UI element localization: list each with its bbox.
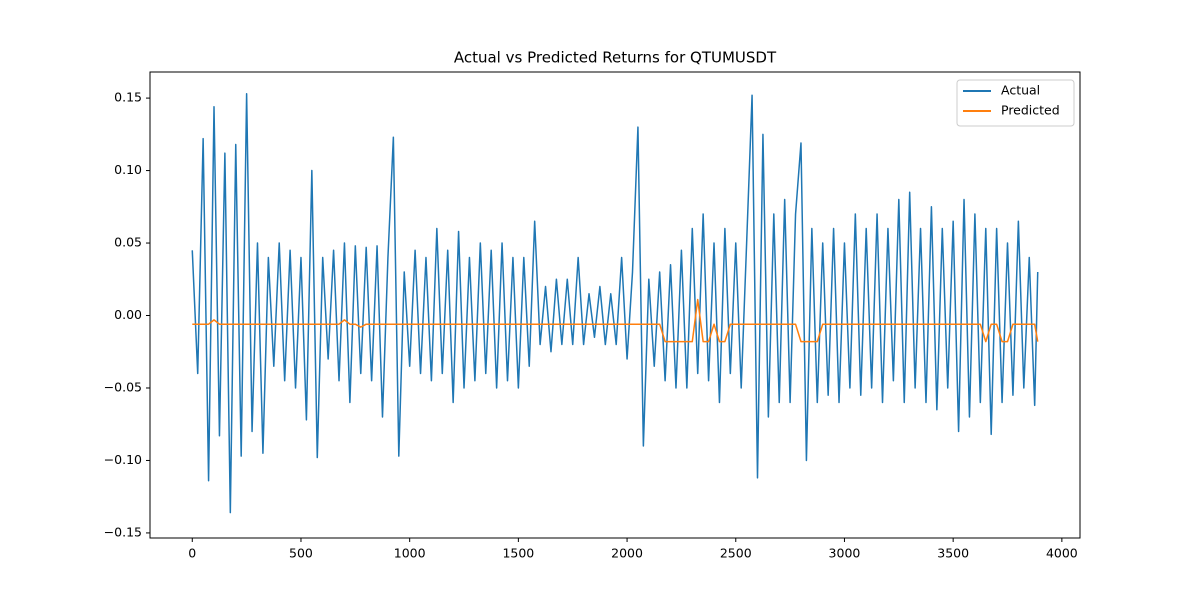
x-tick-label: 3500: [937, 546, 969, 561]
legend-label: Actual: [1001, 83, 1040, 98]
x-tick-label: 0: [188, 546, 196, 561]
y-tick-label: −0.15: [104, 524, 142, 539]
chart-title: Actual vs Predicted Returns for QTUMUSDT: [454, 49, 777, 67]
x-tick-label: 3000: [829, 546, 861, 561]
x-tick-label: 500: [289, 546, 313, 561]
y-tick-label: 0.05: [114, 235, 142, 250]
x-tick-label: 1000: [394, 546, 426, 561]
y-tick-label: 0.15: [114, 90, 142, 105]
x-tick-label: 1500: [502, 546, 534, 561]
x-tick-label: 2500: [720, 546, 752, 561]
x-tick-label: 2000: [611, 546, 643, 561]
axes-frame: [149, 71, 1081, 539]
series-line: [191, 92, 1039, 514]
series-line: [192, 298, 1039, 343]
y-tick-label: −0.05: [104, 379, 142, 394]
y-tick-label: 0.00: [114, 307, 142, 322]
y-tick-label: 0.10: [114, 162, 142, 177]
legend-label: Predicted: [1001, 103, 1060, 118]
y-tick-label: −0.10: [104, 452, 142, 467]
x-tick-label: 4000: [1046, 546, 1078, 561]
